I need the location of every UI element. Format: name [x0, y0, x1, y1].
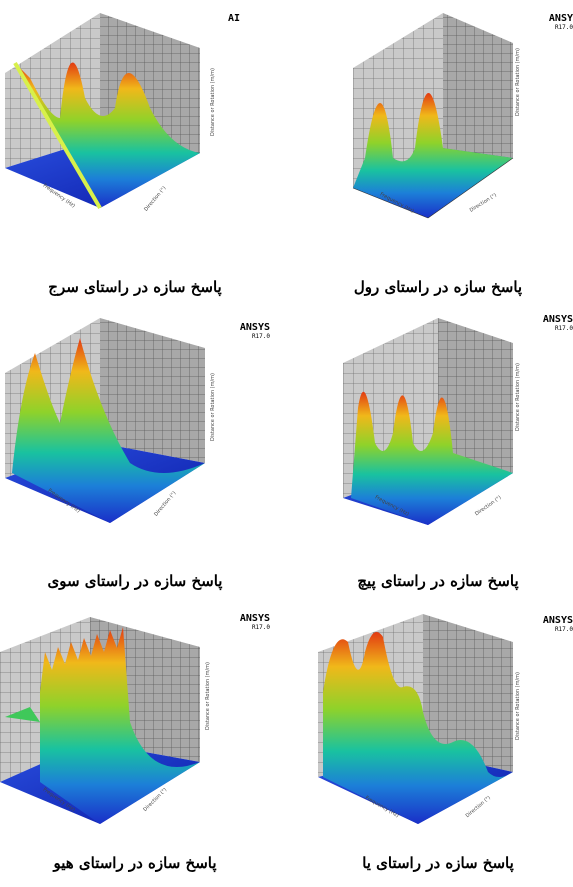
back-wall-right [100, 318, 205, 463]
response-surface [15, 62, 200, 209]
z-axis-label: Distance or Rotation (m/m) [515, 363, 521, 431]
z-axis-label: Distance or Rotation (m/m) [210, 68, 216, 136]
caption-pitch: پاسخ سازه در راستای پیچ [357, 572, 519, 590]
back-wall-right [443, 13, 513, 158]
chart-heave: ANSYS R17.0 Distance or Rotation (m/m) Fr… [0, 612, 270, 827]
z-axis-label: Distance or Rotation (m/m) [515, 48, 521, 116]
chart-roll: ANSY R17.0 Distance or Rotation (m/m) Fre… [303, 8, 573, 223]
response-surface [12, 338, 205, 523]
ansys-logo: ANSYS R17.0 [542, 314, 573, 333]
response-surface [351, 391, 513, 525]
back-wall-right [423, 614, 513, 772]
caption-roll: پاسخ سازه در راستای رول [353, 278, 523, 296]
chart-surge: AI Distance or Rotation (m/m) Frequency … [0, 8, 270, 223]
z-axis-label: Distance or Rotation (m/m) [205, 662, 211, 730]
response-surface [353, 93, 513, 218]
response-surface [323, 632, 513, 824]
surface-edge [13, 61, 102, 210]
side-plane [5, 707, 40, 722]
chart-sway: ANSYS R17.0 Distance or Rotation (m/m) Fr… [0, 313, 270, 528]
chart-pitch: ANSYS R17.0 Distance or Rotation (m/m) Fr… [303, 313, 573, 528]
back-wall-right [438, 318, 513, 473]
chart-yaw: ANSYS R17.0 Distance or Rotation (m/m) Fr… [303, 612, 573, 827]
response-surface [40, 627, 200, 824]
caption-sway: پاسخ سازه در راستای سوی [47, 572, 223, 590]
z-axis-label: Distance or Rotation (m/m) [210, 373, 216, 441]
caption-heave: پاسخ سازه در راستای هیو [53, 854, 217, 872]
ansys-logo: ANSYS R17.0 [542, 615, 573, 634]
ansys-logo: AI [228, 13, 241, 24]
ansys-logo: ANSYS R17.0 [239, 322, 270, 341]
z-axis-label: Distance or Rotation (m/m) [515, 672, 521, 740]
ansys-logo: ANSY R17.0 [548, 13, 573, 32]
caption-surge: پاسخ سازه در راستای سرج [48, 278, 222, 296]
caption-yaw: پاسخ سازه در راستای یا [362, 854, 514, 872]
ansys-logo: ANSYS R17.0 [239, 613, 270, 632]
